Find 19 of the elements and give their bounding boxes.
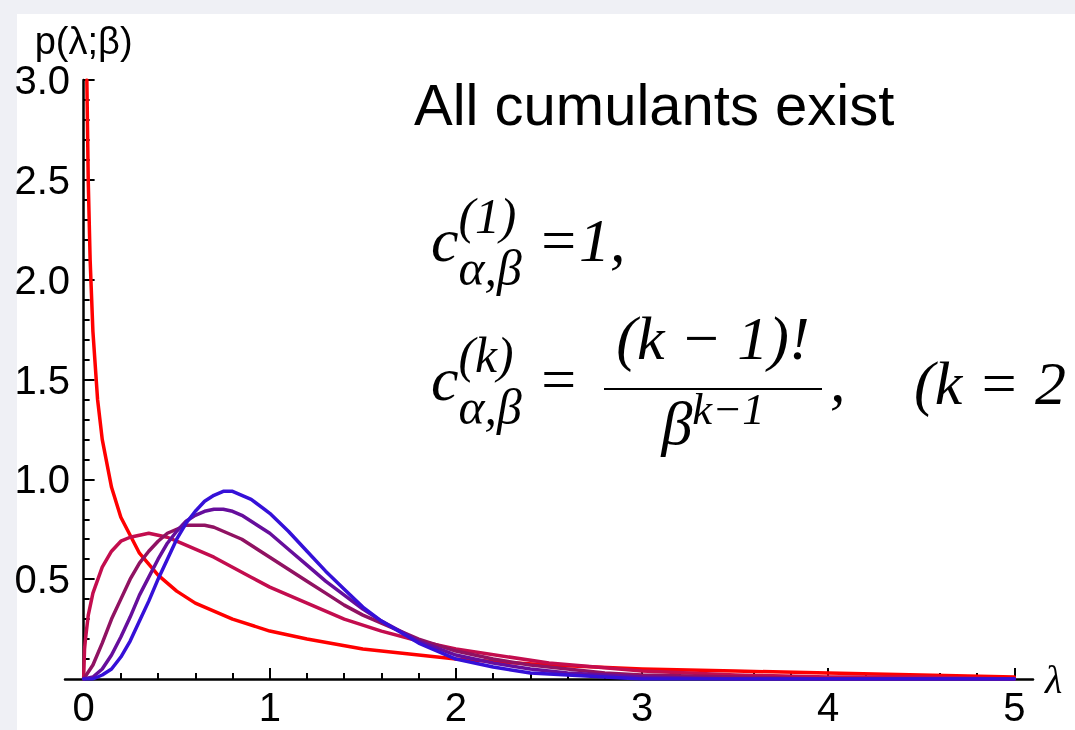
x-axis-title: λ bbox=[1044, 656, 1063, 702]
x-tick-label: 5 bbox=[1003, 685, 1026, 729]
y-tick-label: 1.0 bbox=[14, 457, 70, 502]
y-tick-label: 1.5 bbox=[14, 357, 70, 402]
x-tick-label: 2 bbox=[444, 685, 468, 729]
x-tick-label: 0 bbox=[72, 685, 95, 729]
x-tick-label: 4 bbox=[817, 685, 840, 729]
y-tick-label: 0.5 bbox=[14, 557, 70, 602]
annotation: β$^{k−1}$ bbox=[659, 383, 766, 457]
annotation: c$^{(k)}$$_{α,β}$ = bbox=[431, 328, 580, 436]
annotation: c$^{(1)}$$_{α,β}$ =1, bbox=[431, 189, 626, 297]
x-tick-label: 3 bbox=[630, 685, 654, 729]
y-tick-label: 2.0 bbox=[14, 257, 70, 302]
annotation: (k − 1)! bbox=[615, 304, 811, 372]
y-tick-label: 2.5 bbox=[14, 157, 70, 202]
annotation: , bbox=[830, 346, 846, 414]
annotation: (k = 2 bbox=[914, 349, 1067, 417]
annotation: All cumulants exist bbox=[414, 72, 895, 137]
x-tick-label: 1 bbox=[258, 685, 281, 729]
